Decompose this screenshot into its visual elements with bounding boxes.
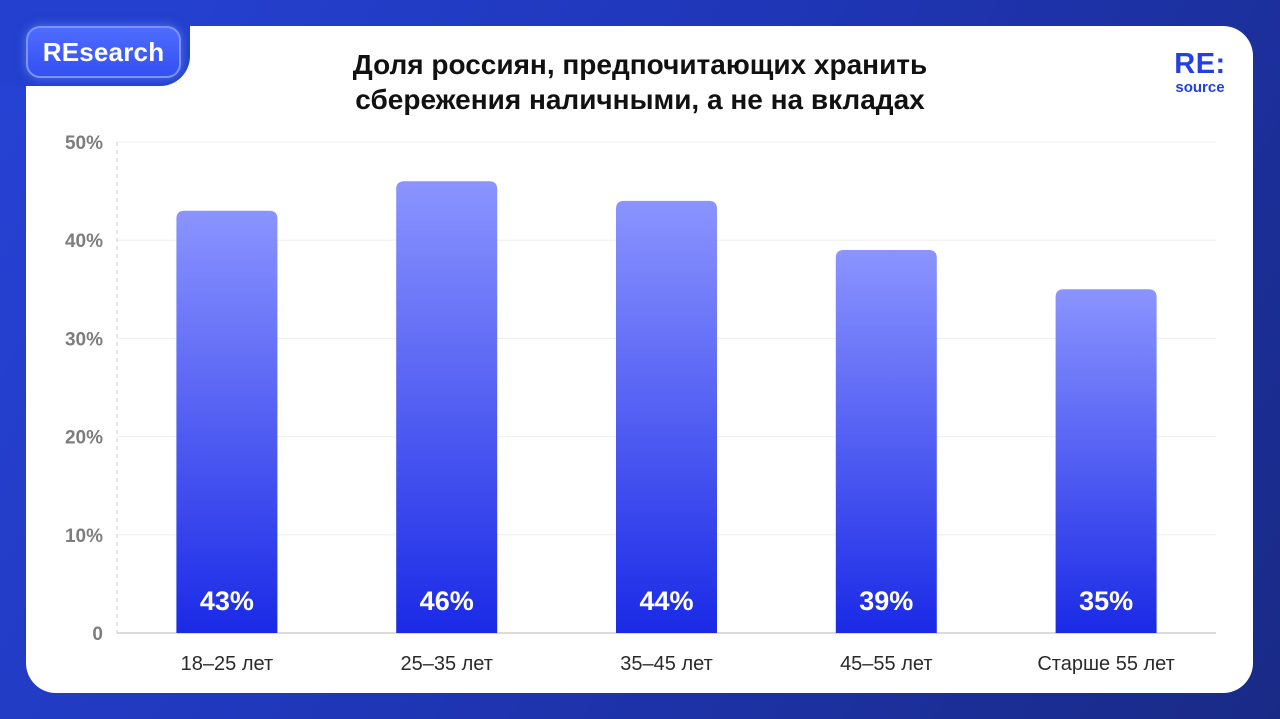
bar-value-label: 39%	[859, 586, 913, 616]
y-tick-label: 30%	[65, 329, 103, 350]
logo-main-text: RE:	[1174, 48, 1226, 80]
bar	[176, 210, 278, 634]
y-tick-label: 20%	[65, 428, 103, 449]
y-tick-label: 50%	[65, 133, 103, 154]
x-tick-label: 45–55 лет	[840, 653, 932, 675]
bar-value-label: 46%	[420, 586, 474, 616]
chart-title: Доля россиян, предпочитающих хранить сбе…	[290, 47, 990, 117]
bar	[616, 200, 717, 634]
bar	[835, 250, 937, 633]
logo-sub-text: source	[1175, 79, 1225, 96]
y-tick-label: 10%	[65, 526, 103, 547]
chart-title-line-2: сбережения наличными, а не на вкладах	[355, 84, 925, 115]
bar-value-label: 35%	[1079, 586, 1133, 616]
bar	[1055, 289, 1157, 633]
bar-value-label: 44%	[639, 586, 693, 616]
x-tick-label: 25–35 лет	[400, 653, 492, 675]
y-tick-label: 40%	[65, 231, 103, 252]
research-badge: REsearch	[26, 26, 181, 78]
x-tick-label: 18–25 лет	[181, 653, 273, 675]
x-tick-label: 35–45 лет	[620, 653, 712, 675]
resource-logo: RE: source	[1150, 48, 1250, 96]
y-tick-label: 0	[92, 624, 103, 645]
chart-title-line-1: Доля россиян, предпочитающих хранить	[352, 49, 928, 80]
bar	[396, 181, 498, 633]
x-tick-label: Старше 55 лет	[1037, 653, 1174, 675]
bar-value-label: 43%	[200, 586, 254, 616]
